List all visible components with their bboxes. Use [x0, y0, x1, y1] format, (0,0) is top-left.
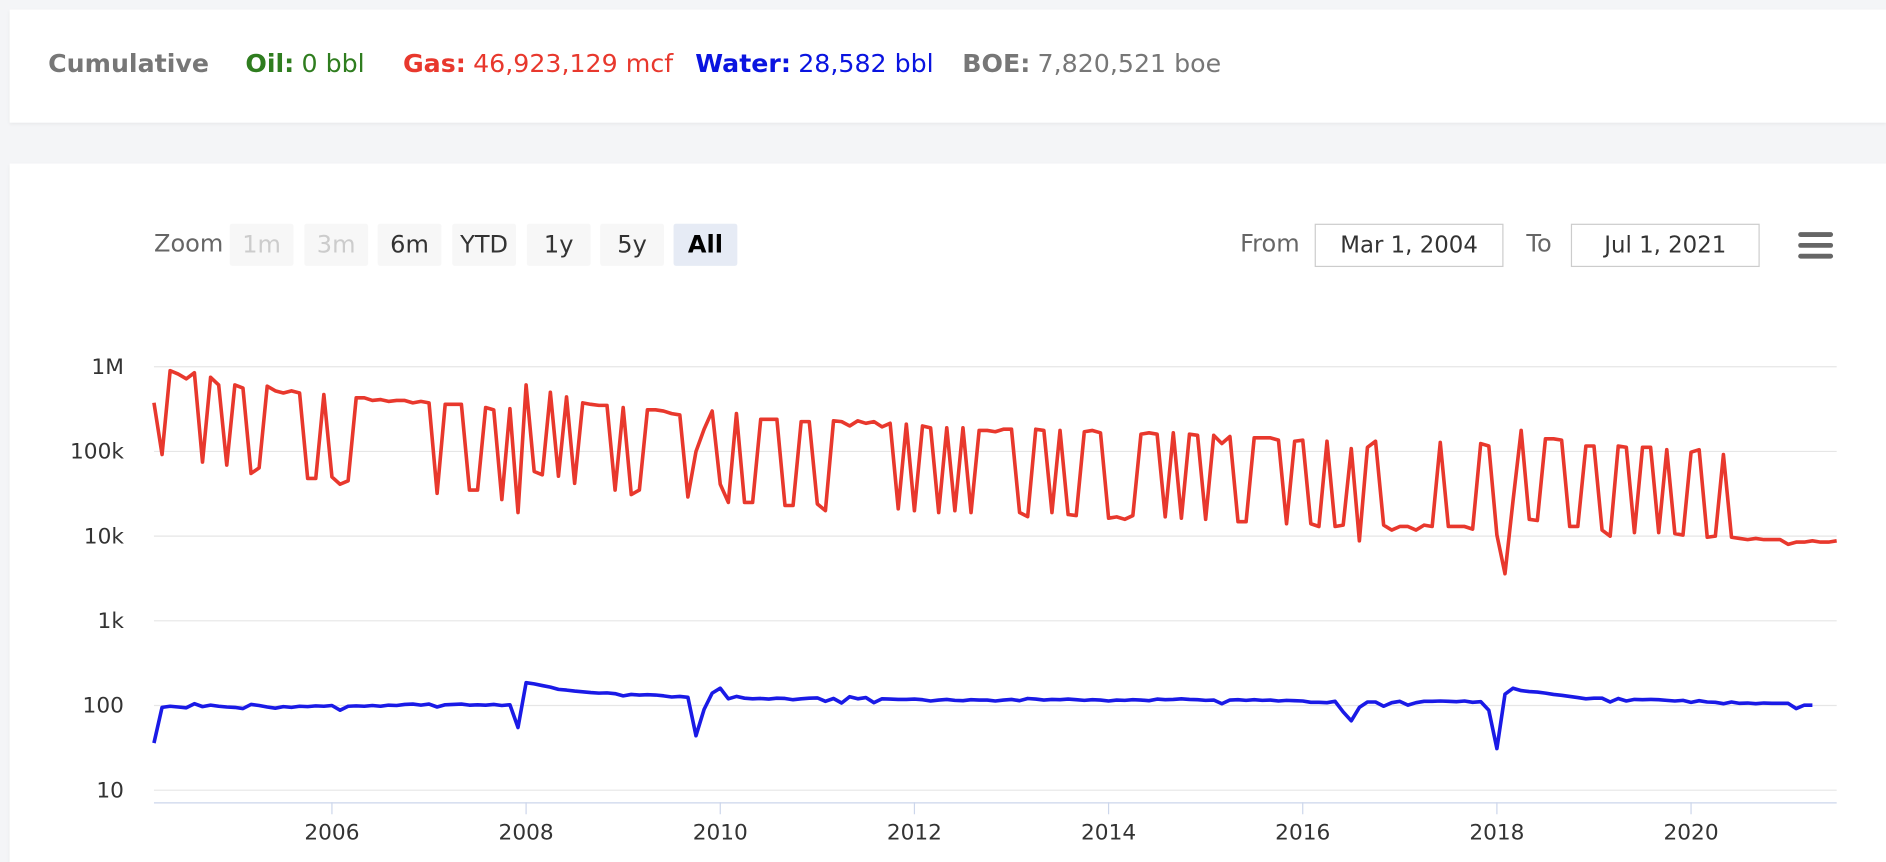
stat-label: Oil: — [245, 49, 295, 79]
stat: BOE: 7,820,521 boe — [962, 49, 1221, 78]
x-tick-label: 2014 — [1081, 821, 1136, 846]
stat-value: 7,820,521 boe — [1037, 49, 1222, 79]
y-tick-label: 1M — [91, 355, 123, 380]
stat-value: 46,923,129 mcf — [473, 49, 674, 79]
y-tick-label: 10 — [96, 778, 124, 803]
x-tick-label: 2020 — [1664, 821, 1719, 846]
series-line — [152, 368, 1837, 576]
menu-button[interactable] — [1797, 231, 1835, 262]
cumulative-title: Cumulative — [48, 49, 209, 79]
from-input[interactable]: Mar 1, 2004 — [1314, 223, 1504, 268]
stat-label: BOE: — [962, 49, 1031, 79]
zoom-button[interactable]: All — [673, 223, 738, 266]
y-tick-label: 1k — [98, 609, 125, 634]
to-input[interactable]: Jul 1, 2021 — [1570, 223, 1760, 268]
zoom-button[interactable]: 5y — [600, 223, 664, 266]
stat-value: 0 bbl — [301, 49, 365, 79]
cumulative-card: Cumulative Oil: 0 bbl Gas: 46,923,129 mcf Wat… — [9, 9, 1886, 123]
zoom-button: 1m — [229, 223, 294, 266]
zoom-button[interactable]: 1y — [526, 223, 591, 266]
x-tick-label: 2006 — [304, 821, 359, 846]
stat-label: Gas: — [402, 49, 466, 79]
from-label: From — [1240, 228, 1300, 258]
x-tick-label: 2018 — [1469, 821, 1524, 846]
zoom-button[interactable]: 6m — [377, 223, 442, 266]
stat: Oil: 0 bbl — [245, 49, 364, 78]
stat: Water: 28,582 bbl — [695, 49, 933, 78]
stat-label: Water: — [695, 49, 791, 79]
x-tick-label: 2016 — [1275, 821, 1330, 846]
zoom-button[interactable]: YTD — [452, 223, 517, 266]
chart-card — [9, 163, 1886, 862]
y-tick-label: 10k — [84, 524, 125, 549]
to-label: To — [1526, 228, 1552, 258]
x-tick-label: 2010 — [693, 821, 748, 846]
series-line — [152, 680, 1813, 751]
zoom-label: Zoom — [153, 228, 224, 258]
stat: Gas: 46,923,129 mcf — [403, 49, 673, 78]
y-tick-label: 100 — [83, 694, 124, 719]
stat-value: 28,582 bbl — [798, 49, 934, 79]
zoom-button: 3m — [304, 223, 369, 266]
x-tick-label: 2008 — [499, 821, 554, 846]
y-tick-label: 100k — [70, 440, 124, 465]
x-tick-label: 2012 — [887, 821, 942, 846]
